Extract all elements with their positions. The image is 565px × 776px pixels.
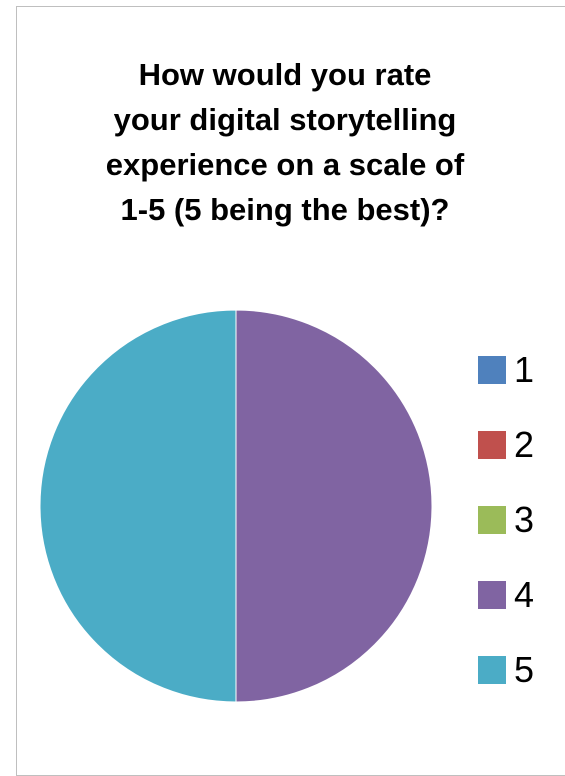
pie-slice-5: [39, 309, 237, 703]
legend-label-5: 5: [514, 648, 535, 690]
legend-swatch-4: [478, 580, 506, 609]
chart-title: How would you rate your digital storytel…: [70, 52, 500, 232]
legend-label-3: 3: [514, 498, 535, 540]
legend-item-3: 3: [478, 482, 534, 557]
chart-title-line-1: How would you rate: [138, 57, 432, 92]
legend-item-2: 2: [478, 407, 534, 482]
chart-title-line-2: your digital storytelling: [113, 102, 457, 137]
legend-label-1: 1: [514, 348, 535, 390]
legend-swatch-3: [478, 505, 506, 534]
legend-swatch-1: [478, 355, 506, 384]
chart-title-line-3: experience on a scale of: [105, 147, 465, 182]
legend-swatch-2: [478, 430, 506, 459]
legend-item-4: 4: [478, 557, 534, 632]
chart-title-line-4: 1-5 (5 being the best)?: [120, 192, 450, 227]
legend-label-2: 2: [514, 423, 535, 465]
legend: 1 2 3 4 5: [478, 332, 534, 707]
pie-slice-4: [235, 309, 433, 703]
pie-slices: [39, 309, 433, 703]
legend-label-4: 4: [514, 573, 535, 615]
legend-item-1: 1: [478, 332, 534, 407]
legend-item-5: 5: [478, 632, 534, 707]
legend-swatch-5: [478, 655, 506, 684]
